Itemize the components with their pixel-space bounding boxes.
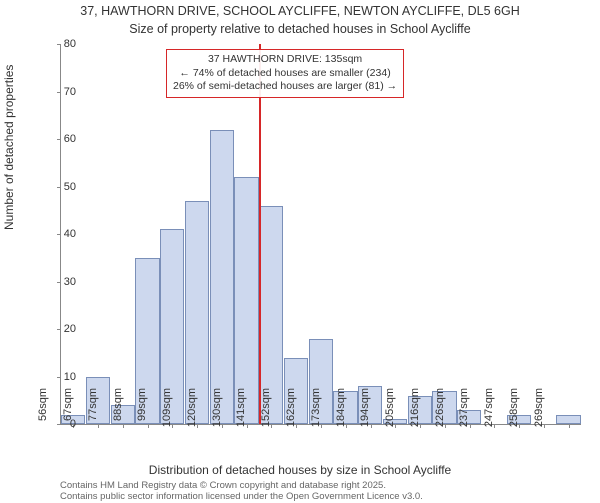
reference-line: [259, 44, 261, 424]
annotation-box: 37 HAWTHORN DRIVE: 135sqm← 74% of detach…: [166, 49, 404, 98]
x-tick-label: 141sqm: [235, 388, 247, 428]
x-tick-label: 56sqm: [37, 388, 49, 428]
y-tick-label: 30: [64, 276, 76, 288]
x-axis-label: Distribution of detached houses by size …: [0, 463, 600, 477]
chart-title-line2: Size of property relative to detached ho…: [0, 22, 600, 36]
x-tick-label: 152sqm: [260, 388, 272, 428]
y-tick-mark: [57, 187, 61, 188]
y-tick-mark: [57, 234, 61, 235]
y-tick-label: 80: [64, 38, 76, 50]
x-tick-label: 258sqm: [508, 388, 520, 428]
y-tick-mark: [57, 44, 61, 45]
x-tick-label: 237sqm: [458, 388, 470, 428]
y-tick-label: 50: [64, 181, 76, 193]
y-tick-label: 40: [64, 228, 76, 240]
x-tick-label: 226sqm: [434, 388, 446, 428]
y-axis-label: Number of detached properties: [2, 65, 16, 230]
x-tick-label: 269sqm: [533, 388, 545, 428]
annotation-line1: 37 HAWTHORN DRIVE: 135sqm: [173, 53, 397, 67]
chart-title-line1: 37, HAWTHORN DRIVE, SCHOOL AYCLIFFE, NEW…: [0, 4, 600, 18]
x-tick-label: 130sqm: [211, 388, 223, 428]
x-tick-label: 88sqm: [112, 388, 124, 428]
histogram-bar: [210, 130, 234, 425]
plot-area: 56sqm67sqm77sqm88sqm99sqm109sqm120sqm130…: [60, 44, 581, 425]
x-tick-label: 216sqm: [409, 388, 421, 428]
y-tick-mark: [57, 377, 61, 378]
x-tick-label: 184sqm: [335, 388, 347, 428]
x-tick-label: 162sqm: [285, 388, 297, 428]
chart-container: 37, HAWTHORN DRIVE, SCHOOL AYCLIFFE, NEW…: [0, 0, 600, 500]
y-tick-label: 10: [64, 371, 76, 383]
annotation-line2: ← 74% of detached houses are smaller (23…: [173, 67, 397, 81]
attribution-line2: Contains public sector information licen…: [60, 491, 423, 502]
x-tick-mark: [569, 424, 570, 428]
x-tick-label: 247sqm: [483, 388, 495, 428]
x-tick-label: 173sqm: [310, 388, 322, 428]
y-tick-mark: [57, 282, 61, 283]
x-tick-label: 77sqm: [87, 388, 99, 428]
x-tick-label: 109sqm: [161, 388, 173, 428]
x-tick-label: 120sqm: [186, 388, 198, 428]
histogram-bar: [556, 415, 580, 425]
histogram-bar: [234, 177, 258, 424]
x-tick-label: 99sqm: [136, 388, 148, 428]
y-tick-mark: [57, 329, 61, 330]
y-tick-label: 60: [64, 133, 76, 145]
y-tick-label: 20: [64, 323, 76, 335]
y-tick-mark: [57, 424, 61, 425]
y-tick-mark: [57, 92, 61, 93]
y-tick-label: 70: [64, 86, 76, 98]
x-tick-label: 194sqm: [359, 388, 371, 428]
y-tick-label: 0: [70, 418, 76, 430]
attribution-text: Contains HM Land Registry data © Crown c…: [60, 480, 423, 503]
y-tick-mark: [57, 139, 61, 140]
annotation-line3: 26% of semi-detached houses are larger (…: [173, 80, 397, 94]
attribution-line1: Contains HM Land Registry data © Crown c…: [60, 480, 423, 491]
x-tick-label: 205sqm: [384, 388, 396, 428]
